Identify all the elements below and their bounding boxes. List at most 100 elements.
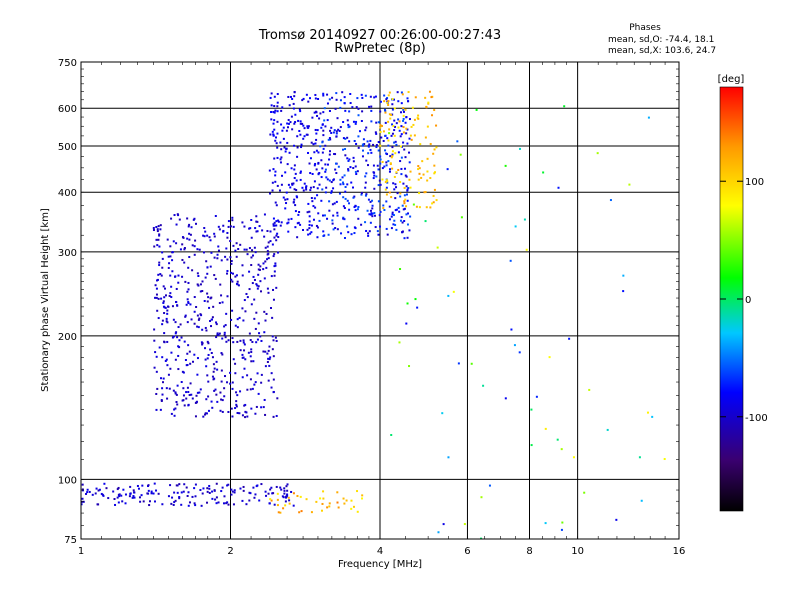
data-point: [264, 413, 267, 416]
data-point: [268, 364, 271, 367]
data-point: [297, 221, 300, 224]
data-point: [275, 485, 278, 488]
data-point: [202, 415, 205, 418]
data-point: [369, 148, 372, 151]
data-point: [339, 183, 342, 186]
data-point: [120, 494, 123, 497]
data-point: [224, 375, 227, 378]
data-point: [186, 494, 189, 497]
data-point: [350, 181, 353, 184]
data-point: [231, 309, 234, 312]
data-point: [394, 152, 397, 155]
data-point: [324, 170, 327, 173]
data-point: [193, 502, 196, 505]
data-point: [330, 191, 333, 194]
data-point: [201, 328, 204, 331]
y-tick-label: 400: [58, 188, 77, 199]
data-point: [232, 272, 235, 275]
data-point: [162, 301, 165, 304]
data-point: [171, 270, 174, 273]
data-point: [254, 381, 257, 384]
data-point: [285, 202, 288, 205]
data-point: [330, 190, 333, 193]
data-point: [195, 305, 198, 308]
data-point: [234, 275, 237, 278]
data-point: [400, 156, 403, 159]
data-point: [388, 191, 391, 194]
data-point: [156, 279, 159, 282]
data-point: [174, 392, 177, 395]
data-point: [418, 167, 421, 170]
data-point: [191, 360, 194, 363]
data-point: [329, 150, 332, 153]
data-point: [263, 398, 266, 401]
data-point: [403, 200, 406, 203]
data-point: [247, 351, 250, 354]
data-point: [160, 274, 163, 277]
data-point: [276, 93, 279, 96]
data-point: [530, 444, 533, 447]
data-point: [393, 98, 396, 101]
data-point: [308, 210, 311, 213]
data-point: [178, 497, 181, 500]
data-point: [158, 264, 161, 267]
data-point: [207, 353, 210, 356]
data-point: [399, 268, 402, 271]
data-point: [282, 137, 285, 140]
data-point: [561, 521, 564, 524]
data-point: [355, 173, 358, 176]
data-point: [246, 388, 249, 391]
data-point: [171, 259, 174, 262]
data-point: [258, 268, 261, 271]
data-point: [260, 290, 263, 293]
data-point: [185, 364, 188, 367]
data-point: [399, 192, 402, 195]
data-point: [335, 172, 338, 175]
data-point: [81, 503, 83, 506]
data-point: [155, 355, 158, 358]
data-point: [168, 387, 171, 390]
data-point: [206, 272, 209, 275]
data-point: [226, 272, 229, 275]
data-point: [188, 256, 191, 259]
data-point: [375, 132, 378, 135]
data-point: [161, 251, 164, 254]
data-point: [171, 305, 174, 308]
data-point: [276, 251, 279, 254]
data-point: [128, 495, 131, 498]
data-point: [105, 487, 108, 490]
data-point: [400, 125, 403, 128]
data-point: [286, 489, 289, 492]
data-point: [365, 229, 368, 232]
data-point: [397, 126, 400, 129]
data-point: [280, 109, 283, 112]
data-point: [187, 390, 190, 393]
data-point: [387, 139, 390, 142]
data-point: [175, 484, 178, 487]
data-point: [159, 273, 162, 276]
data-point: [342, 497, 345, 500]
data-point: [377, 168, 380, 171]
data-point: [306, 125, 309, 128]
data-point: [254, 251, 257, 254]
data-point: [187, 288, 190, 291]
data-point: [175, 242, 178, 245]
data-point: [171, 496, 174, 499]
data-point: [384, 188, 387, 191]
data-point: [408, 229, 411, 232]
data-point: [402, 119, 405, 122]
data-point: [224, 255, 227, 258]
data-point: [156, 309, 159, 312]
data-point: [223, 333, 226, 336]
data-point: [214, 215, 217, 218]
data-point: [395, 186, 398, 189]
data-point: [286, 141, 289, 144]
data-point: [327, 138, 330, 141]
data-point: [246, 296, 249, 299]
data-point: [193, 217, 196, 220]
x-axis-label: Frequency [MHz]: [338, 559, 422, 570]
data-point: [369, 209, 372, 212]
data-point: [393, 188, 396, 191]
data-point: [344, 197, 347, 200]
data-point: [181, 399, 184, 402]
